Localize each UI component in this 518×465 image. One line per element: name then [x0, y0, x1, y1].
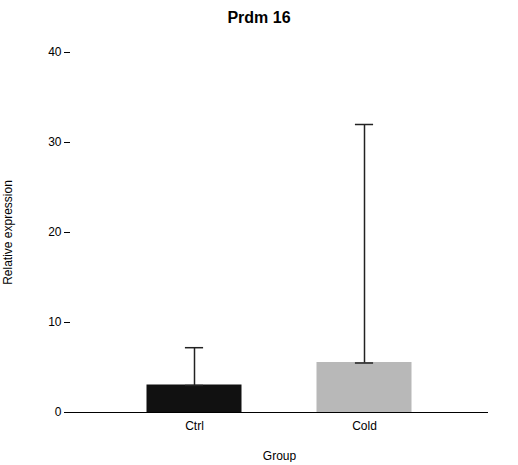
svg-text:30: 30	[48, 135, 62, 149]
svg-text:Group: Group	[263, 449, 297, 463]
svg-text:40: 40	[48, 45, 62, 59]
svg-text:10: 10	[48, 315, 62, 329]
svg-text:Relative expression: Relative expression	[1, 180, 15, 285]
svg-text:Ctrl: Ctrl	[185, 419, 204, 433]
svg-text:Cold: Cold	[352, 419, 377, 433]
html-text:Prdm 16: Prdm 16	[227, 9, 291, 26]
svg-text:20: 20	[48, 225, 62, 239]
svg-text:0: 0	[55, 405, 62, 419]
